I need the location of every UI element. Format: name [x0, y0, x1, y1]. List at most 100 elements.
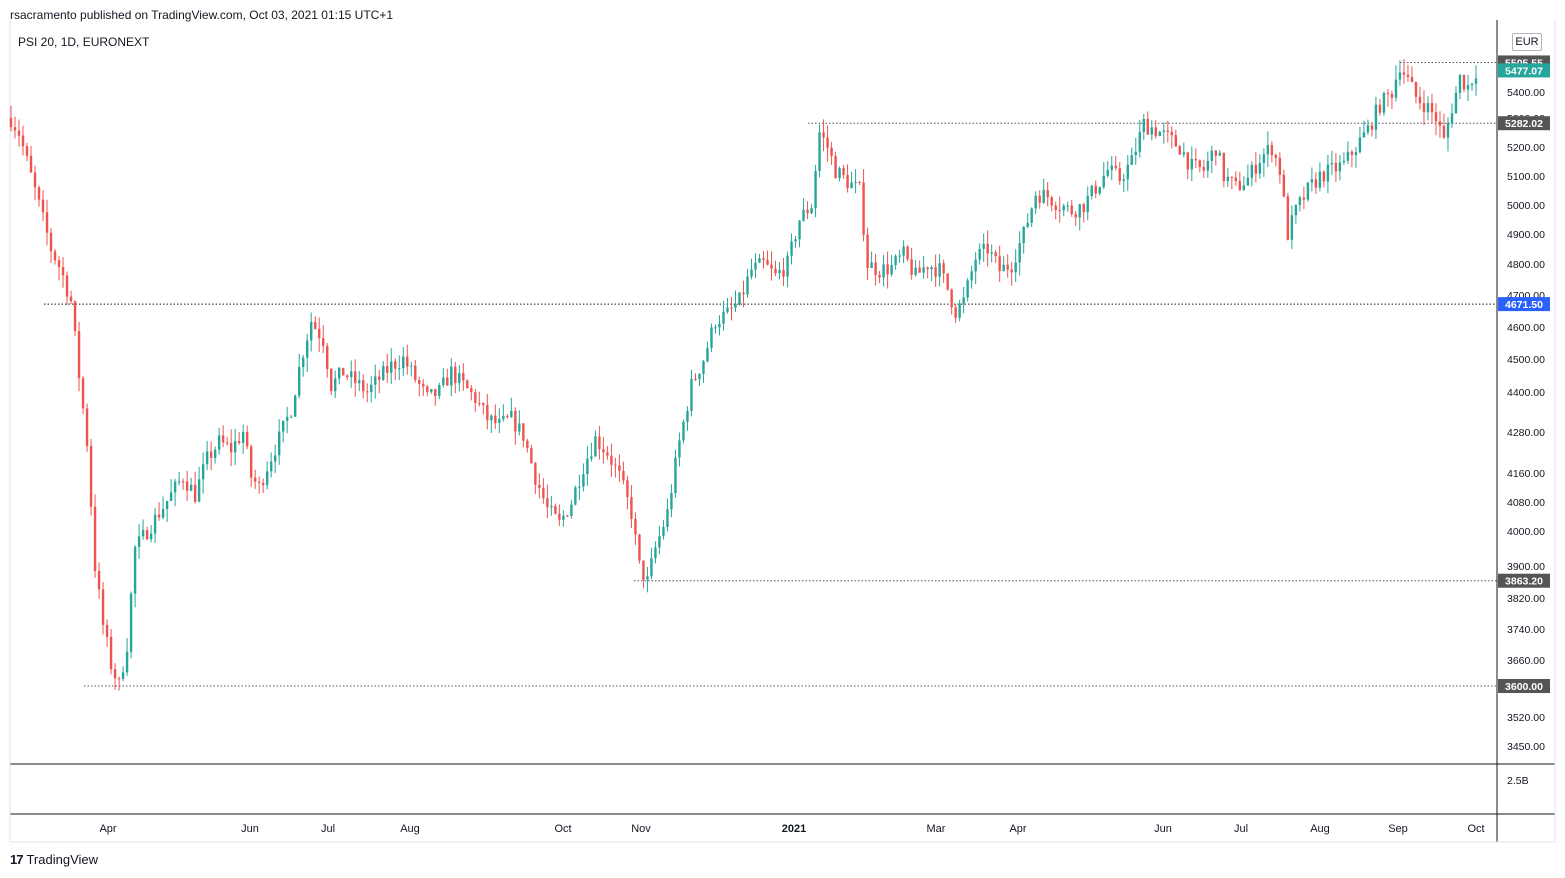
candle-body: [966, 280, 969, 298]
candle-body: [137, 536, 141, 547]
tradingview-brand[interactable]: 17 TradingView: [10, 852, 98, 867]
candle-body: [1446, 123, 1450, 138]
candle-body: [1114, 165, 1117, 169]
candle-body: [105, 624, 109, 637]
candle-body: [842, 168, 845, 175]
candle-body: [1118, 168, 1121, 181]
candle-body: [1098, 187, 1101, 194]
candle-body: [390, 361, 393, 373]
candle-body: [894, 256, 897, 265]
candle-body: [69, 296, 73, 302]
candle-body: [1314, 179, 1318, 188]
candle-body: [542, 488, 545, 499]
candle-body: [398, 368, 401, 370]
candle-body: [798, 220, 801, 240]
level-price-label: 3863.20: [1505, 576, 1543, 588]
candle-body: [1030, 208, 1033, 223]
candle-body: [61, 267, 65, 276]
candle-body: [646, 576, 649, 580]
candle-body: [221, 435, 225, 443]
currency-badge[interactable]: EUR: [1512, 33, 1542, 51]
candle-body: [173, 481, 177, 493]
candle-body: [1054, 205, 1057, 211]
candle-body: [1166, 130, 1169, 132]
brand-text: TradingView: [26, 852, 99, 867]
candle-body: [125, 651, 129, 673]
candle-body: [213, 449, 217, 458]
candle-body: [1306, 182, 1310, 200]
candle-body: [45, 212, 49, 233]
candle-body: [970, 271, 973, 281]
candle-body: [534, 463, 537, 485]
candle-body: [1382, 93, 1386, 113]
candle-body: [1298, 197, 1302, 206]
candle-body: [382, 366, 385, 380]
candle-body: [946, 273, 949, 290]
x-tick-label: Sep: [1388, 823, 1408, 835]
candle-body: [1302, 197, 1306, 200]
candle-body: [550, 505, 553, 508]
candle-body: [1014, 262, 1017, 273]
candle-body: [1378, 104, 1382, 113]
candle-body: [674, 457, 677, 494]
candle-body: [438, 385, 441, 397]
candle-body: [794, 239, 797, 242]
candle-body: [1282, 174, 1286, 197]
candle-body: [306, 340, 309, 358]
candle-body: [217, 435, 221, 450]
candle-body: [638, 534, 641, 561]
candle-body: [153, 514, 157, 534]
candle-body: [614, 464, 617, 466]
candle-body: [209, 451, 213, 458]
candle-body: [1442, 125, 1446, 138]
candle-body: [1262, 154, 1266, 163]
candle-body: [526, 440, 529, 449]
candle-body: [530, 448, 533, 464]
x-tick-label: Aug: [400, 823, 420, 835]
candle-body: [562, 515, 565, 520]
candle-body: [718, 323, 721, 328]
candle-body: [986, 243, 989, 254]
candle-body: [1094, 185, 1097, 194]
candle-body: [117, 678, 121, 680]
candle-body: [358, 380, 361, 384]
price-axis[interactable]: 3450.00 3520.00 3600.00 3660.00 3740.00 3820.…: [1507, 59, 1545, 787]
candle-body: [690, 378, 693, 411]
candle-body: [41, 199, 45, 213]
candle-body: [1046, 190, 1049, 198]
candle-body: [1350, 151, 1354, 156]
x-tick-label: Apr: [99, 823, 116, 835]
candle-body: [1142, 118, 1145, 133]
candle-body: [1194, 158, 1198, 161]
level-price-label-bg: [1498, 573, 1550, 588]
candle-body: [1042, 190, 1045, 203]
candle-body: [101, 589, 105, 625]
y-tick-label: 4800.00: [1507, 259, 1545, 271]
candle-body: [418, 379, 421, 384]
candle-body: [1374, 104, 1378, 130]
candle-body: [1418, 96, 1422, 104]
candle-body: [738, 292, 741, 305]
candle-body: [998, 256, 1001, 272]
candle-body: [834, 155, 837, 179]
candle-body: [554, 505, 557, 514]
candle-body: [13, 127, 17, 131]
x-tick-label: Nov: [631, 823, 651, 835]
candle-body: [882, 264, 885, 278]
time-axis[interactable]: Apr Jun Jul Aug Oct Nov 2021 Mar Apr Jun Jul Aug Sep…: [99, 823, 1484, 835]
candle-body: [1470, 83, 1474, 86]
candle-body: [1066, 205, 1069, 207]
candle-body: [257, 481, 261, 483]
candle-body: [454, 366, 457, 384]
level-price-label: 4671.50: [1505, 299, 1543, 311]
candle-body: [1238, 181, 1242, 190]
candle-body: [1254, 164, 1258, 174]
candle-body: [734, 304, 737, 308]
candle-body: [406, 356, 409, 367]
candle-body: [462, 373, 465, 381]
candle-body: [1258, 162, 1262, 174]
symbol-label[interactable]: PSI 20, 1D, EURONEXT: [18, 35, 150, 49]
candle-body: [1010, 269, 1013, 273]
candle-body: [1386, 93, 1390, 95]
